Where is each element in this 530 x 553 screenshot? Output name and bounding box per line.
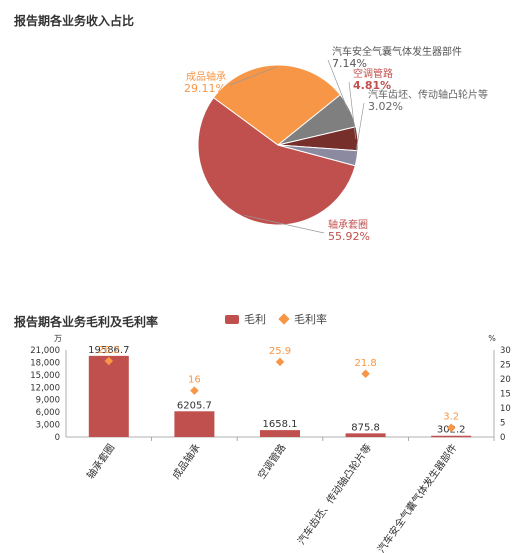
y-axis-tick-label: 12,000 <box>30 383 60 393</box>
pie-leader-line <box>348 81 357 139</box>
margin-marker <box>275 357 285 367</box>
margin-marker <box>446 423 456 432</box>
bar-chart: 万 % 0 3,000 6,000 9,000 12,000 15,000 18,000 21,0… <box>30 334 511 553</box>
y2-axis-tick-label: 25 <box>500 361 511 371</box>
bar-chart-title: 报告期各业务毛利及毛利率 <box>14 315 159 329</box>
pie-leader-line <box>327 59 349 111</box>
bar-value-label: 6205.7 <box>177 400 212 411</box>
bar-chart-legend: 毛利 毛利率 <box>225 311 327 327</box>
pie-leader-line <box>354 102 365 159</box>
margin-value-label: 26.2 <box>98 345 120 356</box>
x-axis-category-label: 轴承套圈 <box>84 441 118 481</box>
y-axis-tick-label: 3,000 <box>36 421 60 431</box>
margin-marker <box>190 386 199 395</box>
pie-chart-title: 报告期各业务收入占比 <box>14 14 135 28</box>
x-axis-category-label: 成品轴承 <box>169 441 203 481</box>
x-axis-category-label: 汽车安全气囊气体发生器部件 <box>374 441 459 553</box>
y-axis-tick-label: 0 <box>55 433 60 443</box>
legend-swatch-gross-profit <box>225 314 239 324</box>
pie-slice-name-label: 轴承套圈 <box>328 218 368 231</box>
pie-leader-line <box>229 66 277 86</box>
margin-value-label: 21.8 <box>354 358 376 369</box>
y2-axis-tick-label: 30 <box>500 346 511 356</box>
bar-value-label: 875.8 <box>351 422 380 433</box>
pie-slice-name-label: 空调管路 <box>353 67 393 80</box>
pie-slice-name-label: 汽车齿坯、传动轴凸轮片等 <box>368 88 488 101</box>
y2-axis-tick-label: 10 <box>500 404 511 414</box>
bar-value-label: 1658.1 <box>263 419 298 430</box>
bar <box>88 355 129 437</box>
pie-slice-value-label: 3.02% <box>368 100 403 113</box>
legend-label-margin: 毛利率 <box>294 313 327 326</box>
bar <box>260 430 300 437</box>
legend-label-gross-profit: 毛利 <box>244 313 266 326</box>
y2-axis-tick-label: 5 <box>500 419 505 429</box>
pie-slice <box>197 96 356 226</box>
pie-slice-value-label: 7.14% <box>332 57 367 70</box>
pie-slice <box>212 64 341 146</box>
margin-value-label: 16 <box>188 375 201 386</box>
y-axis-tick-label: 18,000 <box>30 358 60 368</box>
y-axis-tick-label: 15,000 <box>30 371 60 381</box>
y2-axis-unit-label: % <box>488 334 496 343</box>
pie-leader-line <box>244 214 325 234</box>
x-axis-category-label: 空调管路 <box>255 441 289 481</box>
pie-slice-value-label: 55.92% <box>328 230 370 243</box>
y-axis-tick-label: 9,000 <box>36 396 60 406</box>
margin-value-label: 3.2 <box>443 412 459 423</box>
margin-value-label: 25.9 <box>269 346 291 357</box>
pie-slice-name-label: 成品轴承 <box>186 70 226 83</box>
margin-marker <box>361 369 370 379</box>
y2-axis-tick-label: 15 <box>500 390 511 400</box>
y2-axis-tick-label: 20 <box>500 375 511 385</box>
bar <box>345 433 386 437</box>
pie-slice-value-label: 4.81% <box>353 79 391 92</box>
pie-slice-name-label: 汽车安全气囊气体发生器部件 <box>332 45 462 58</box>
y-axis-tick-label: 21,000 <box>30 346 60 356</box>
x-axis-category-label: 汽车齿坯、传动轴凸轮片等 <box>295 441 374 547</box>
pie-slice <box>277 144 359 167</box>
y-axis-tick-label: 6,000 <box>36 408 60 418</box>
bar <box>174 411 215 437</box>
bar <box>431 435 472 438</box>
y-axis-unit-label: 万 <box>54 334 62 343</box>
pie-slice-value-label: 29.11% <box>184 82 226 95</box>
bar-value-label: 19586.7 <box>88 345 129 356</box>
y2-axis-tick-label: 0 <box>500 433 505 443</box>
